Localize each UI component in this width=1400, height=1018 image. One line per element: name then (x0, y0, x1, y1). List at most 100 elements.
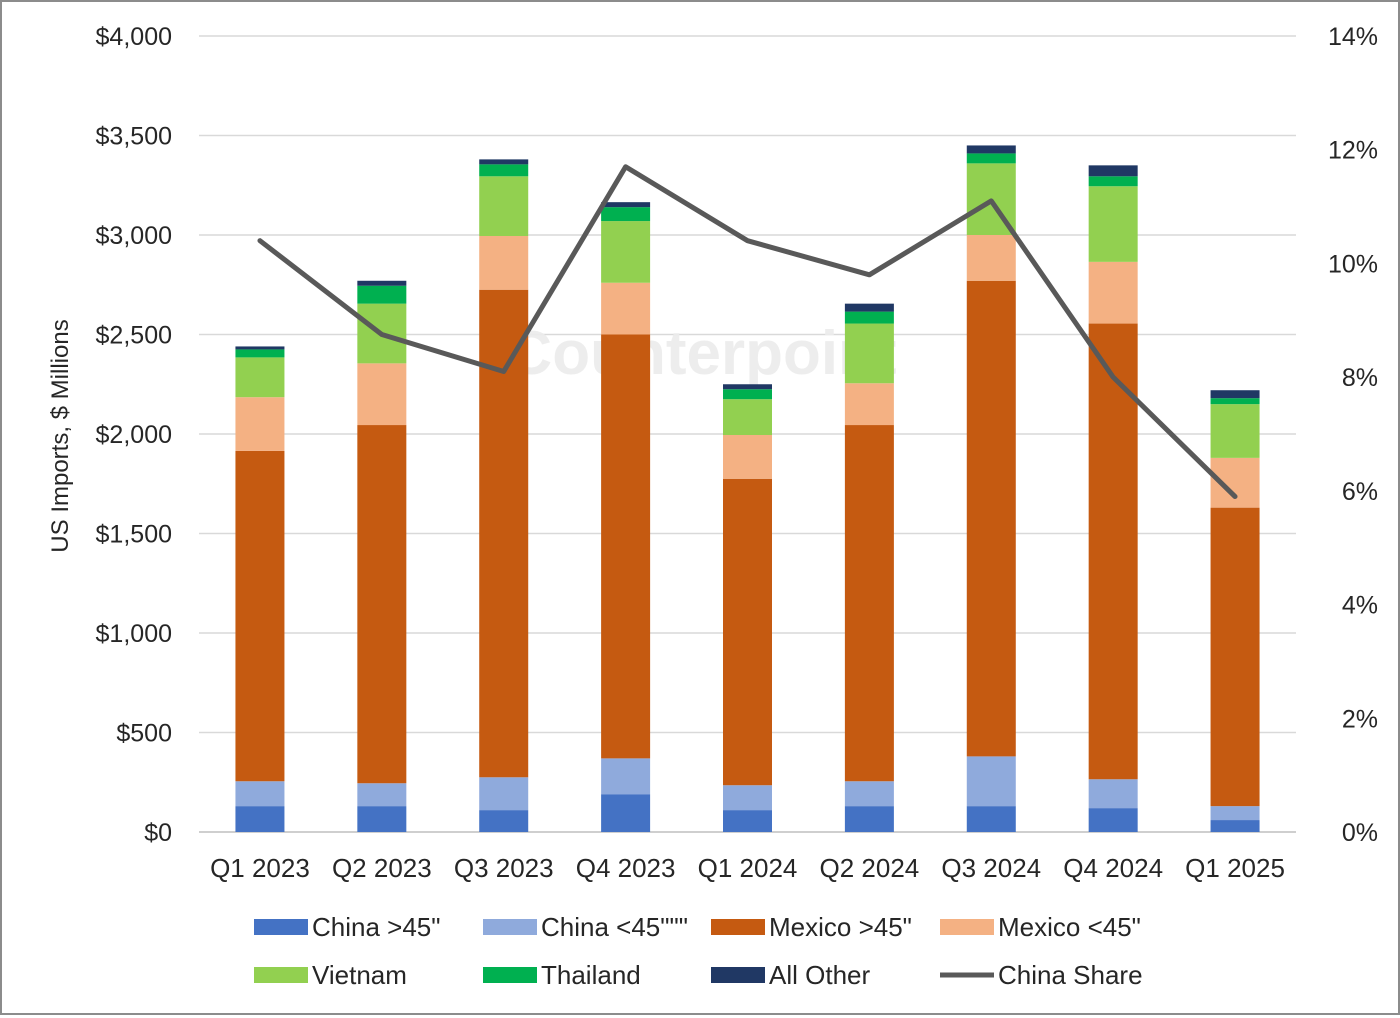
bar-segment (966, 145, 1016, 154)
y2-tick-label: 6% (1342, 478, 1378, 506)
bar-segment (723, 478, 772, 786)
y2-axis-ticks: 0% 2% 4% 6% 8% 10% 12% 14% (1328, 23, 1378, 847)
bar-segment (966, 806, 1016, 832)
legend-label: Mexico <45" (998, 912, 1141, 942)
y-tick-label: $4,000 (96, 23, 172, 51)
line-point (503, 370, 505, 372)
bar-segment (357, 425, 407, 784)
category-label: Q1 2025 (1185, 853, 1285, 883)
bar-segment (844, 781, 894, 807)
bar-segment (844, 323, 894, 384)
bar-segment (1210, 398, 1260, 405)
bar-segment (723, 434, 772, 479)
bar-segment (235, 781, 285, 807)
legend-swatch (254, 919, 308, 935)
legend-label: China Share (998, 960, 1143, 990)
bar-segment (479, 235, 529, 290)
category-label: Q1 2024 (698, 853, 798, 883)
bar-segment (235, 806, 285, 832)
legend-label: China >45" (312, 912, 441, 942)
legend-label: China <45""" (541, 912, 688, 942)
y-axis-title: US Imports, $ Millions (47, 319, 74, 552)
bar-segment (1088, 165, 1138, 177)
bar-segment (723, 389, 772, 400)
y-tick-label: $0 (144, 819, 172, 847)
bar-segment (844, 383, 894, 426)
bar-segment (235, 346, 285, 350)
watermark: Counterpoint (507, 319, 896, 388)
y-tick-label: $1,000 (96, 620, 172, 648)
y2-tick-label: 4% (1342, 592, 1378, 620)
bar-segment (1088, 323, 1138, 780)
y2-tick-label: 2% (1342, 705, 1378, 733)
bar-segment (844, 303, 894, 312)
bar-segment (844, 425, 894, 782)
legend-label: Mexico >45" (769, 912, 912, 942)
category-label: Q2 2023 (332, 853, 432, 883)
bar-segment (601, 334, 651, 759)
bar-segment (357, 783, 407, 807)
bar-segment (479, 777, 529, 811)
bar-segment (601, 221, 651, 283)
y-tick-label: $2,000 (96, 421, 172, 449)
bar-segment (357, 806, 407, 832)
bar-segment (1088, 176, 1138, 187)
bar-segment (1088, 186, 1138, 262)
legend-swatch (940, 919, 994, 935)
y-tick-label: $3,500 (96, 123, 172, 151)
bar-segment (479, 176, 529, 236)
line-point (625, 166, 627, 168)
bar-segment (1210, 390, 1260, 399)
line-point (381, 334, 383, 335)
y2-tick-label: 8% (1342, 364, 1378, 392)
bar-segment (966, 235, 1016, 281)
bar-segment (357, 285, 407, 304)
y-tick-label: $2,500 (96, 322, 172, 350)
line-point (259, 240, 261, 242)
bar-segment (723, 785, 772, 811)
bar-segment (1210, 507, 1260, 807)
y-axis-ticks: $0 $500 $1,000 $1,500 $2,000 $2,500 $3,000 $3,5… (96, 23, 172, 847)
bar-segment (479, 164, 529, 177)
legend-swatch (483, 967, 537, 983)
legend-swatch (254, 967, 308, 983)
y2-tick-label: 14% (1328, 23, 1378, 51)
bar-segment (601, 282, 651, 335)
x-axis-categories: Q1 2023 Q2 2023 Q3 2023 Q4 2023 Q1 2024 Q2 20… (210, 853, 1285, 883)
bar-segment (1088, 808, 1138, 832)
line-point (990, 200, 992, 202)
category-label: Q3 2024 (941, 853, 1041, 883)
bar-segment (1088, 261, 1138, 324)
bar-segment (479, 159, 529, 165)
bar-segment (357, 363, 407, 426)
category-label: Q4 2023 (576, 853, 676, 883)
bar-segment (723, 399, 772, 435)
bar-segment (723, 384, 772, 390)
bar-segment (357, 280, 407, 286)
bar-segment (966, 280, 1016, 757)
category-label: Q4 2024 (1063, 853, 1163, 883)
bars (235, 145, 1260, 832)
bar-segment (966, 756, 1016, 807)
bar-segment (235, 397, 285, 451)
category-label: Q1 2023 (210, 853, 310, 883)
legend-label: All Other (769, 960, 870, 990)
y-tick-label: $3,000 (96, 222, 172, 250)
y-tick-label: $500 (116, 720, 172, 748)
line-point (747, 240, 748, 242)
line-point (1112, 376, 1114, 378)
y-tick-label: $1,500 (96, 521, 172, 549)
bar-segment (1210, 820, 1260, 832)
bar-segment (1210, 806, 1260, 821)
category-label: Q3 2023 (454, 853, 554, 883)
legend: China >45" China <45""" Mexico >45" Mexico … (254, 912, 1143, 990)
bar-segment (1088, 779, 1138, 809)
line-point (1234, 496, 1236, 498)
legend-swatch (711, 919, 765, 935)
bar-segment (844, 311, 894, 324)
bar-segment (601, 758, 651, 795)
bar-segment (479, 810, 529, 832)
bar-segment (235, 450, 285, 782)
